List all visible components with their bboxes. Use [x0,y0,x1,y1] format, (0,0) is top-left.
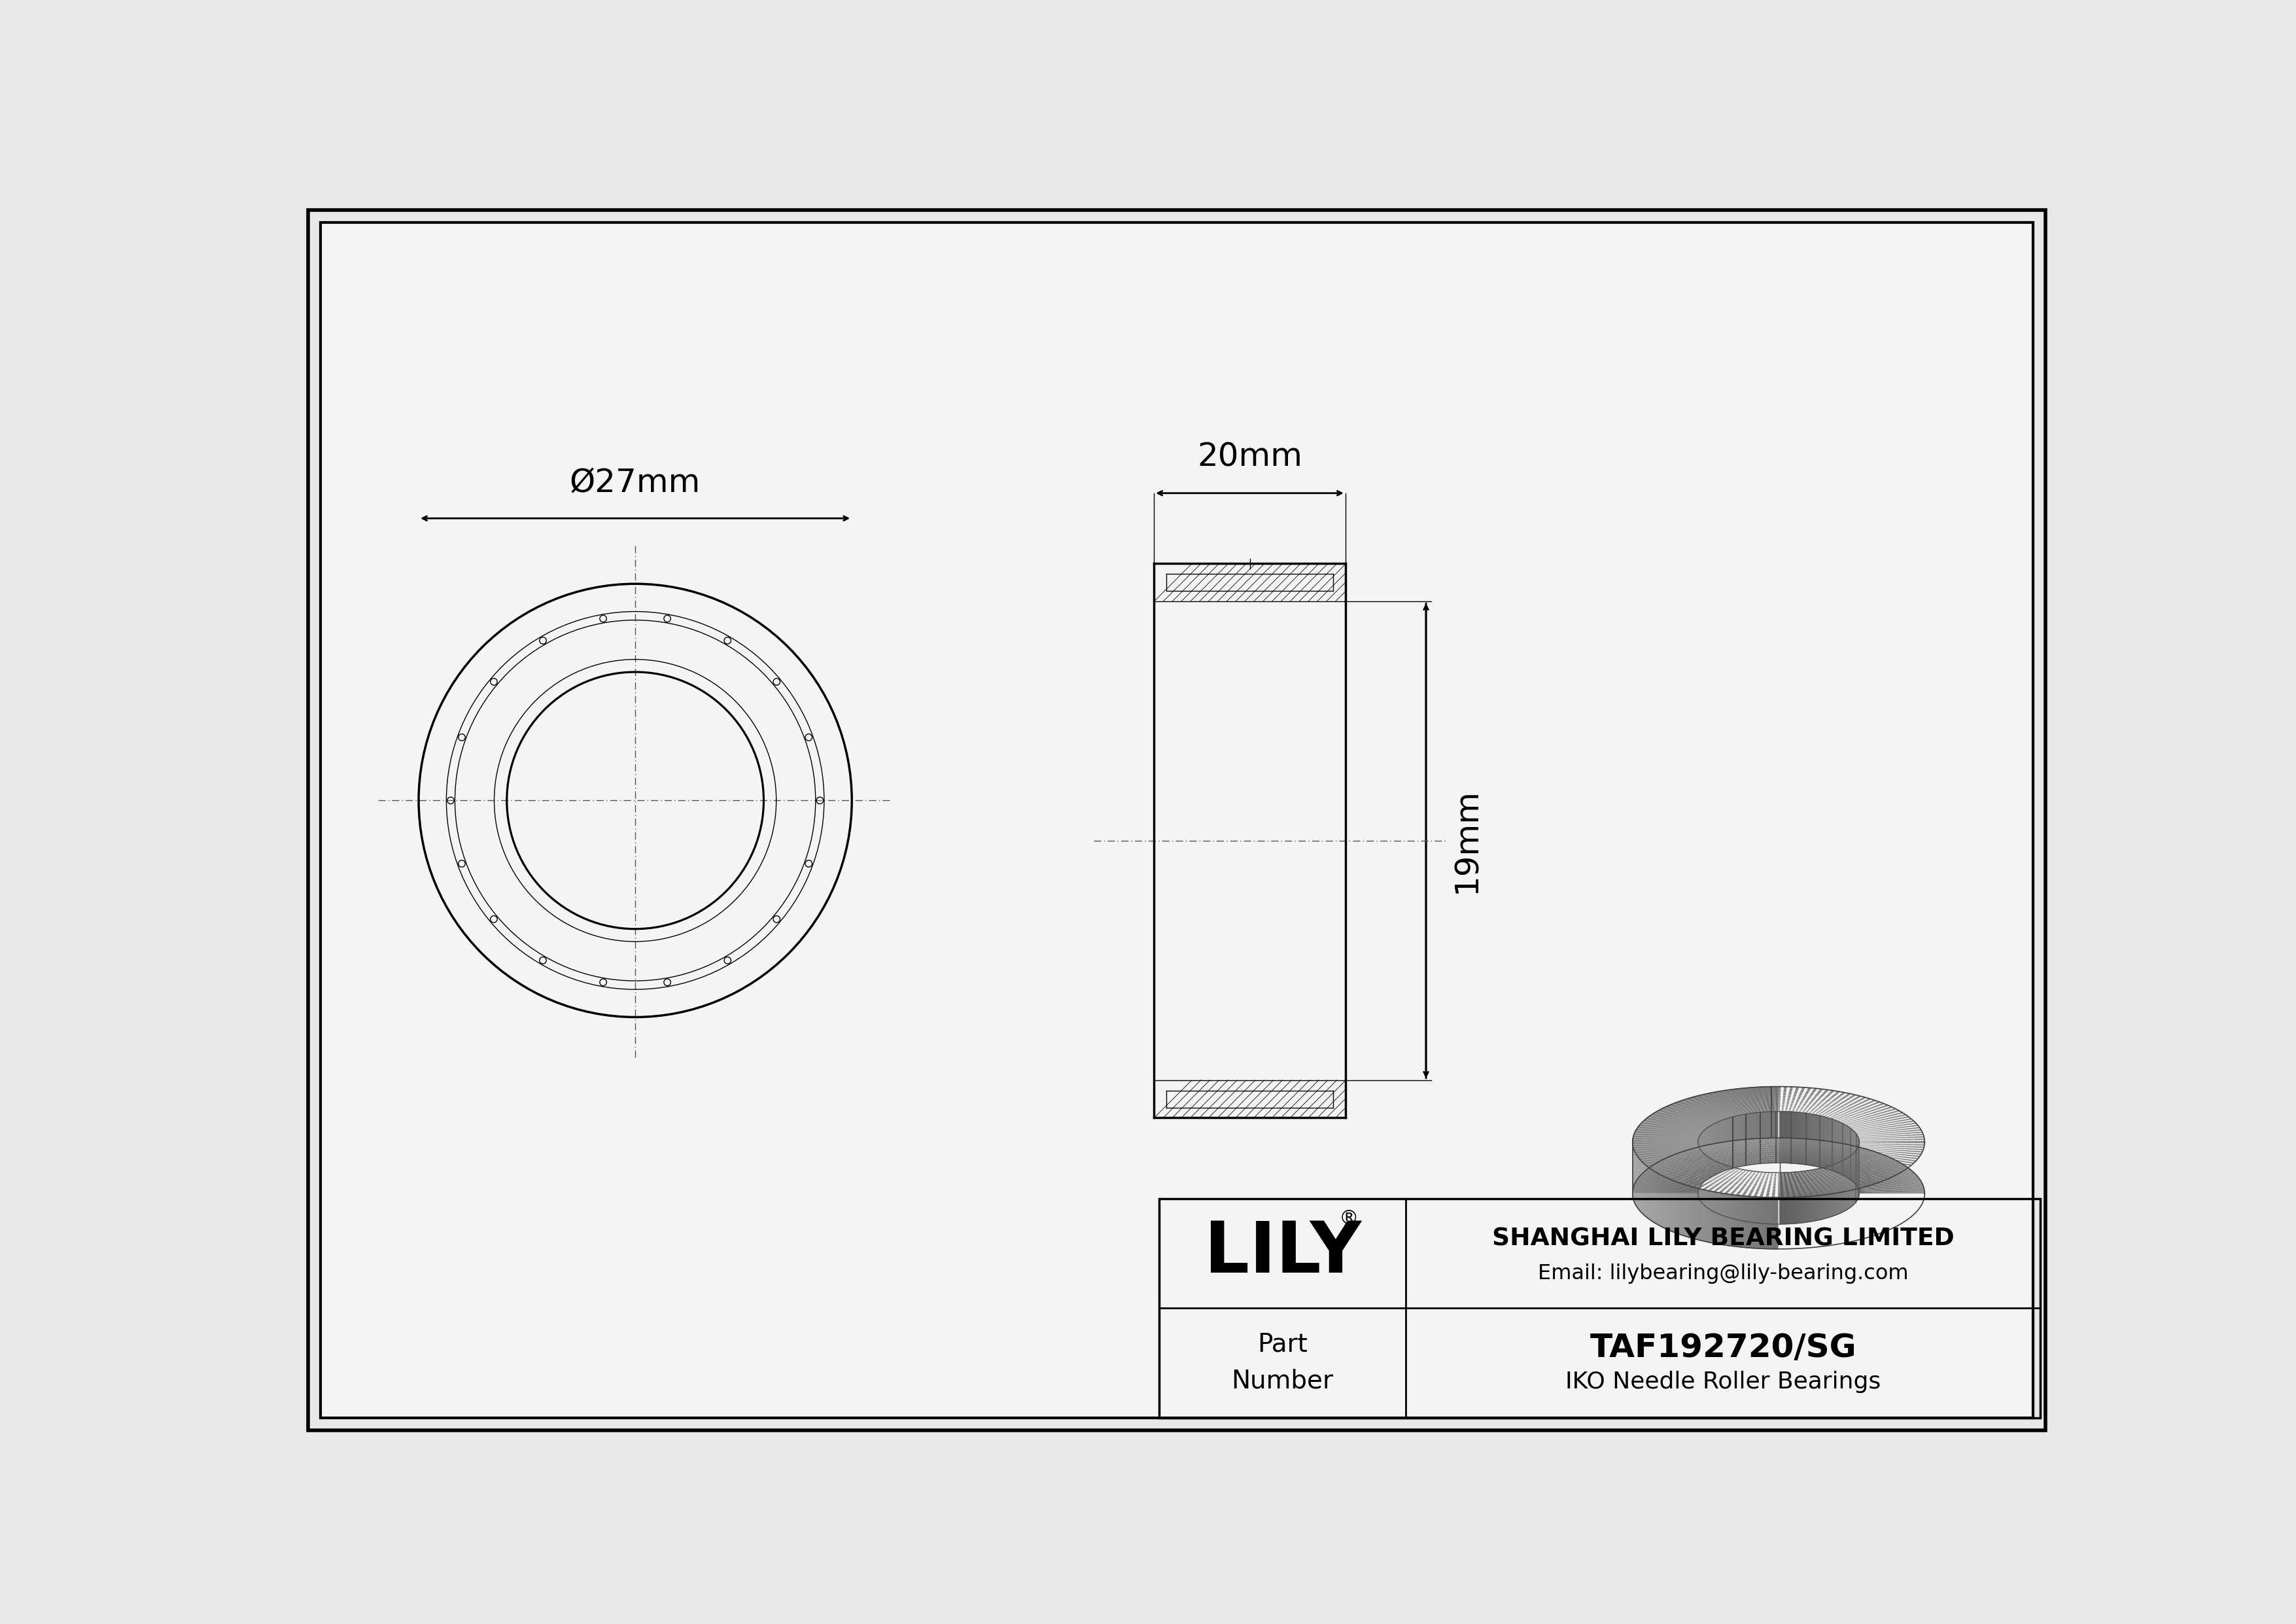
Polygon shape [1690,1186,1692,1237]
Polygon shape [1704,1190,1708,1242]
Polygon shape [1697,1096,1699,1148]
Polygon shape [1766,1086,1768,1138]
Text: Part
Number: Part Number [1231,1332,1334,1393]
Polygon shape [1740,1195,1745,1247]
Polygon shape [1694,1096,1697,1148]
Polygon shape [1738,1195,1740,1247]
Polygon shape [1715,1091,1717,1143]
Polygon shape [1683,1099,1685,1151]
Polygon shape [1724,1090,1727,1142]
Polygon shape [1683,1184,1685,1236]
Polygon shape [1685,1099,1688,1151]
Polygon shape [1754,1197,1756,1249]
Polygon shape [1715,1192,1717,1244]
Text: SHANGHAI LILY BEARING LIMITED: SHANGHAI LILY BEARING LIMITED [1492,1228,1954,1250]
Text: Ø27mm: Ø27mm [569,466,700,499]
Bar [1159,1199,2041,1418]
Polygon shape [1692,1096,1694,1148]
Polygon shape [1727,1194,1729,1246]
Polygon shape [1724,1194,1727,1246]
Polygon shape [1759,1086,1763,1138]
Polygon shape [1717,1192,1722,1244]
Polygon shape [1736,1088,1738,1140]
Polygon shape [1694,1187,1697,1239]
Polygon shape [1722,1194,1724,1246]
Polygon shape [1729,1194,1733,1246]
Polygon shape [1729,1090,1733,1142]
Text: Email: lilybearing@lily-bearing.com: Email: lilybearing@lily-bearing.com [1538,1263,1908,1283]
Polygon shape [1775,1086,1777,1138]
Polygon shape [1708,1093,1711,1145]
Polygon shape [1768,1086,1773,1138]
Polygon shape [1773,1086,1775,1138]
Polygon shape [1699,1095,1701,1147]
Polygon shape [1768,1197,1773,1249]
Polygon shape [1711,1093,1713,1145]
Polygon shape [1736,1195,1738,1247]
Polygon shape [1722,1091,1724,1142]
Polygon shape [1688,1186,1690,1237]
Polygon shape [1759,1197,1763,1249]
Polygon shape [1713,1091,1715,1143]
Polygon shape [1701,1189,1704,1241]
Polygon shape [1747,1197,1750,1247]
Polygon shape [1766,1197,1768,1249]
Polygon shape [1756,1197,1759,1249]
Polygon shape [1733,1195,1736,1247]
Polygon shape [1701,1095,1704,1147]
Polygon shape [1692,1187,1694,1239]
Polygon shape [1708,1190,1711,1242]
Polygon shape [1756,1086,1759,1138]
Polygon shape [1738,1088,1740,1140]
Polygon shape [1697,1189,1699,1241]
Polygon shape [1733,1090,1736,1140]
Polygon shape [1750,1088,1754,1138]
Polygon shape [1763,1197,1766,1249]
Text: 20mm: 20mm [1196,442,1302,473]
Text: 19mm: 19mm [1451,788,1483,893]
Text: TAF192720/SG: TAF192720/SG [1589,1332,1857,1364]
Polygon shape [1773,1197,1775,1249]
Polygon shape [1713,1192,1715,1244]
Polygon shape [1699,1189,1701,1241]
Polygon shape [1750,1197,1754,1249]
Polygon shape [1690,1098,1692,1150]
Polygon shape [1727,1090,1729,1142]
Polygon shape [1745,1195,1747,1247]
Polygon shape [1717,1091,1722,1143]
Polygon shape [1688,1098,1690,1150]
Polygon shape [1754,1086,1756,1138]
Polygon shape [1685,1184,1688,1237]
Text: IKO Needle Roller Bearings: IKO Needle Roller Bearings [1566,1371,1880,1393]
Polygon shape [1745,1088,1747,1140]
Text: LILY: LILY [1203,1218,1362,1288]
Polygon shape [1763,1086,1766,1138]
Polygon shape [1775,1197,1777,1249]
Polygon shape [1711,1190,1713,1242]
Polygon shape [1740,1088,1745,1140]
Polygon shape [1747,1088,1750,1138]
Text: ®: ® [1339,1210,1359,1228]
Polygon shape [1704,1093,1708,1145]
